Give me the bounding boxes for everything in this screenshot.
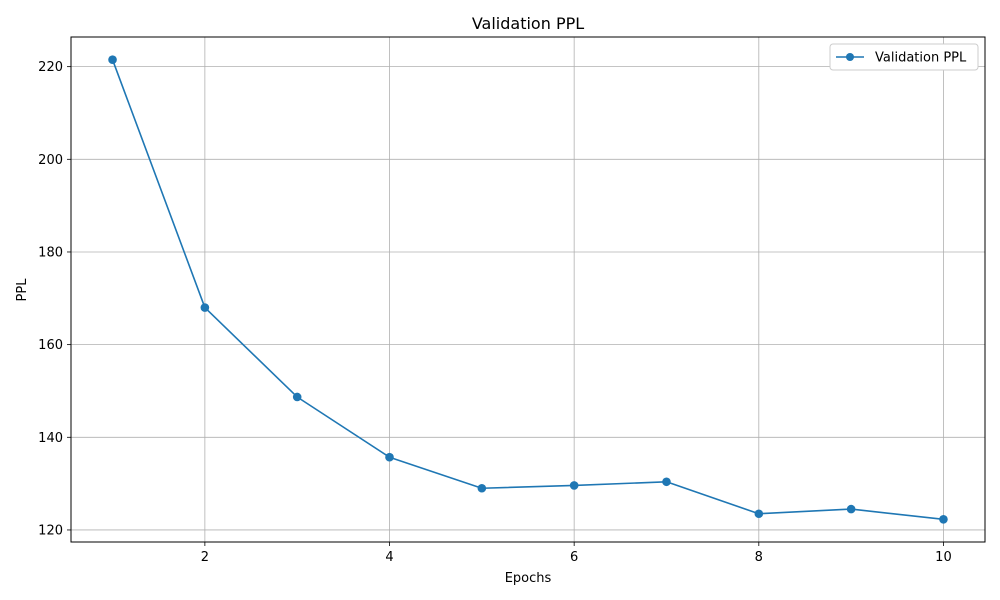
x-tick-label: 2 — [201, 550, 209, 565]
series-markers — [108, 55, 948, 524]
x-tick-label: 10 — [935, 550, 952, 565]
data-point — [846, 504, 856, 514]
plot-area — [71, 37, 985, 542]
legend: Validation PPL — [829, 43, 979, 71]
data-point — [200, 303, 210, 312]
x-axis-title: Epochs — [505, 571, 552, 586]
chart-title: Validation PPL — [472, 14, 584, 33]
x-tick-label: 4 — [385, 550, 393, 565]
data-point — [569, 481, 579, 490]
data-point — [292, 392, 302, 402]
data-point — [108, 55, 117, 65]
y-tick-label: 160 — [38, 338, 63, 353]
y-tick-label: 180 — [38, 245, 63, 260]
x-tick-label: 8 — [755, 550, 763, 565]
series-lines — [111, 59, 944, 521]
data-point — [754, 509, 764, 519]
legend-box — [829, 43, 979, 71]
data-point — [385, 452, 394, 462]
y-tick-label: 120 — [38, 523, 63, 538]
data-point — [939, 514, 948, 524]
plot-frame — [70, 36, 986, 543]
x-tick-label: 6 — [570, 550, 578, 565]
data-point — [477, 483, 487, 493]
y-tick-label: 140 — [38, 431, 63, 446]
legend-label: Validation PPL — [875, 51, 967, 66]
y-axis-title: PPL — [15, 278, 30, 302]
axis-ticks: 2 4 6 8 10 120 140 160 180 200 220 — [38, 60, 952, 565]
y-tick-label: 220 — [38, 60, 63, 75]
data-point — [662, 477, 671, 487]
legend-marker — [846, 53, 854, 61]
y-tick-label: 200 — [38, 153, 63, 168]
series-line — [111, 59, 944, 521]
